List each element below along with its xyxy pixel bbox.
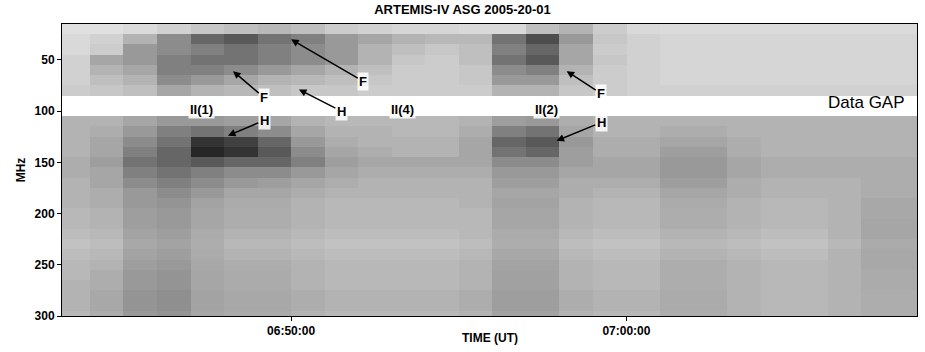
svg-text:100: 100 <box>35 104 55 118</box>
svg-text:300: 300 <box>35 309 55 323</box>
svg-text:F: F <box>359 74 367 89</box>
svg-text:II(1): II(1) <box>190 102 213 117</box>
svg-text:200: 200 <box>35 207 55 221</box>
svg-text:II(4): II(4) <box>391 102 414 117</box>
svg-text:ARTEMIS-IV ASG 2005-20-01: ARTEMIS-IV ASG 2005-20-01 <box>374 2 551 17</box>
svg-text:F: F <box>260 90 268 105</box>
svg-text:H: H <box>597 115 606 130</box>
svg-text:250: 250 <box>35 258 55 272</box>
svg-text:150: 150 <box>35 156 55 170</box>
svg-text:II(2): II(2) <box>535 102 558 117</box>
svg-text:06:50:00: 06:50:00 <box>267 324 315 338</box>
svg-text:TIME (UT): TIME (UT) <box>462 331 518 345</box>
svg-text:F: F <box>597 86 605 101</box>
svg-text:H: H <box>337 104 346 119</box>
svg-text:MHz: MHz <box>14 158 28 183</box>
svg-text:07:00:00: 07:00:00 <box>602 324 650 338</box>
svg-text:Data GAP: Data GAP <box>828 93 905 112</box>
svg-text:H: H <box>260 113 269 128</box>
svg-text:50: 50 <box>41 53 55 67</box>
